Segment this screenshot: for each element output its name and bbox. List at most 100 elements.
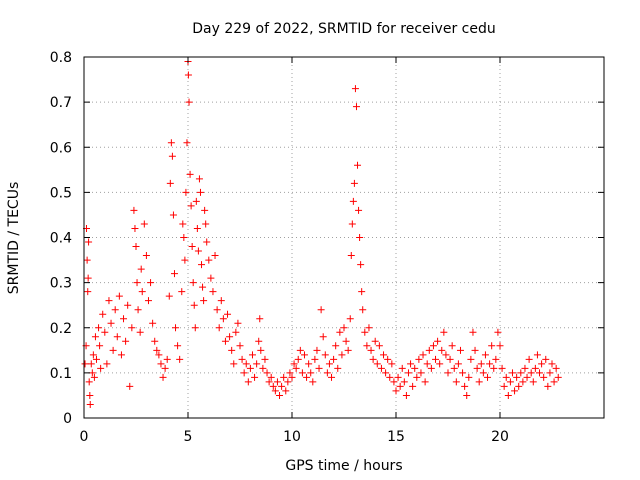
data-point	[492, 355, 500, 363]
data-point	[113, 333, 121, 341]
data-point	[347, 252, 355, 260]
data-point	[251, 373, 259, 381]
data-point	[246, 364, 254, 372]
y-tick-label: 0.2	[50, 321, 72, 337]
data-point	[240, 369, 248, 377]
data-point	[488, 342, 496, 350]
data-point	[384, 355, 392, 363]
data-point	[89, 351, 97, 359]
data-point	[438, 346, 446, 354]
data-point	[425, 346, 433, 354]
data-point	[409, 382, 417, 390]
data-point	[92, 355, 100, 363]
data-point	[203, 238, 211, 246]
data-point	[166, 179, 174, 187]
data-point	[506, 378, 514, 386]
data-point	[432, 355, 440, 363]
data-point	[521, 364, 529, 372]
data-point	[454, 360, 462, 368]
data-point	[407, 360, 415, 368]
data-point	[334, 364, 342, 372]
data-point	[180, 234, 188, 241]
data-point	[136, 328, 144, 336]
data-point	[305, 360, 313, 368]
data-point	[427, 364, 435, 372]
data-points	[81, 58, 562, 408]
data-point	[182, 188, 190, 196]
data-point	[196, 188, 204, 196]
data-point	[170, 270, 178, 278]
data-point	[336, 328, 344, 336]
data-point	[81, 360, 89, 368]
data-point	[273, 378, 281, 386]
data-point	[434, 337, 442, 345]
data-point	[473, 364, 481, 372]
data-point	[90, 373, 98, 381]
data-point	[442, 351, 450, 359]
data-point	[280, 373, 288, 381]
data-point	[86, 391, 94, 399]
data-point	[317, 306, 325, 314]
data-point	[248, 351, 256, 359]
data-point	[107, 319, 115, 327]
data-point	[400, 378, 408, 386]
data-point	[542, 355, 550, 363]
data-point	[276, 391, 284, 399]
data-point	[97, 364, 105, 372]
data-point	[282, 387, 290, 395]
data-point	[263, 369, 271, 377]
data-point	[256, 315, 264, 323]
data-point	[128, 324, 136, 332]
data-point	[215, 324, 223, 332]
data-point	[338, 351, 346, 359]
y-tick-label: 0.1	[50, 366, 72, 382]
data-point	[486, 360, 494, 368]
data-point	[147, 279, 155, 287]
data-point	[365, 324, 373, 332]
chart-title: Day 229 of 2022, SRMTID for receiver ced…	[192, 21, 495, 37]
data-point	[523, 373, 531, 381]
data-point	[130, 206, 138, 214]
data-point	[153, 346, 161, 354]
data-point	[292, 364, 300, 372]
data-point	[120, 315, 128, 323]
data-point	[479, 369, 487, 377]
data-point	[496, 342, 504, 350]
data-point	[444, 369, 452, 377]
data-point	[328, 373, 336, 381]
data-point	[201, 206, 209, 214]
data-point	[494, 328, 502, 336]
data-point	[226, 333, 234, 341]
data-point	[421, 378, 429, 386]
data-point	[307, 369, 315, 377]
data-point	[467, 355, 475, 363]
data-point	[351, 85, 359, 93]
data-point	[525, 355, 533, 363]
data-point	[552, 364, 560, 372]
data-point	[475, 378, 483, 386]
data-point	[546, 369, 554, 377]
data-point	[538, 360, 546, 368]
data-point	[465, 373, 473, 381]
data-point	[392, 387, 400, 395]
data-point	[122, 337, 130, 345]
data-point	[133, 279, 141, 287]
data-point	[502, 373, 510, 381]
data-point	[165, 292, 173, 300]
data-point	[189, 279, 197, 287]
data-point	[536, 369, 544, 377]
data-point	[184, 71, 192, 79]
data-point	[242, 360, 250, 368]
data-point	[174, 342, 182, 350]
data-point	[172, 324, 180, 332]
x-tick-label: 15	[387, 429, 405, 445]
data-point	[357, 261, 365, 269]
data-point	[396, 382, 404, 390]
data-point	[413, 373, 421, 381]
data-point	[332, 342, 340, 350]
data-point	[267, 373, 275, 381]
data-point	[382, 369, 390, 377]
data-point	[515, 382, 523, 390]
data-point	[185, 98, 193, 106]
data-point	[484, 373, 492, 381]
